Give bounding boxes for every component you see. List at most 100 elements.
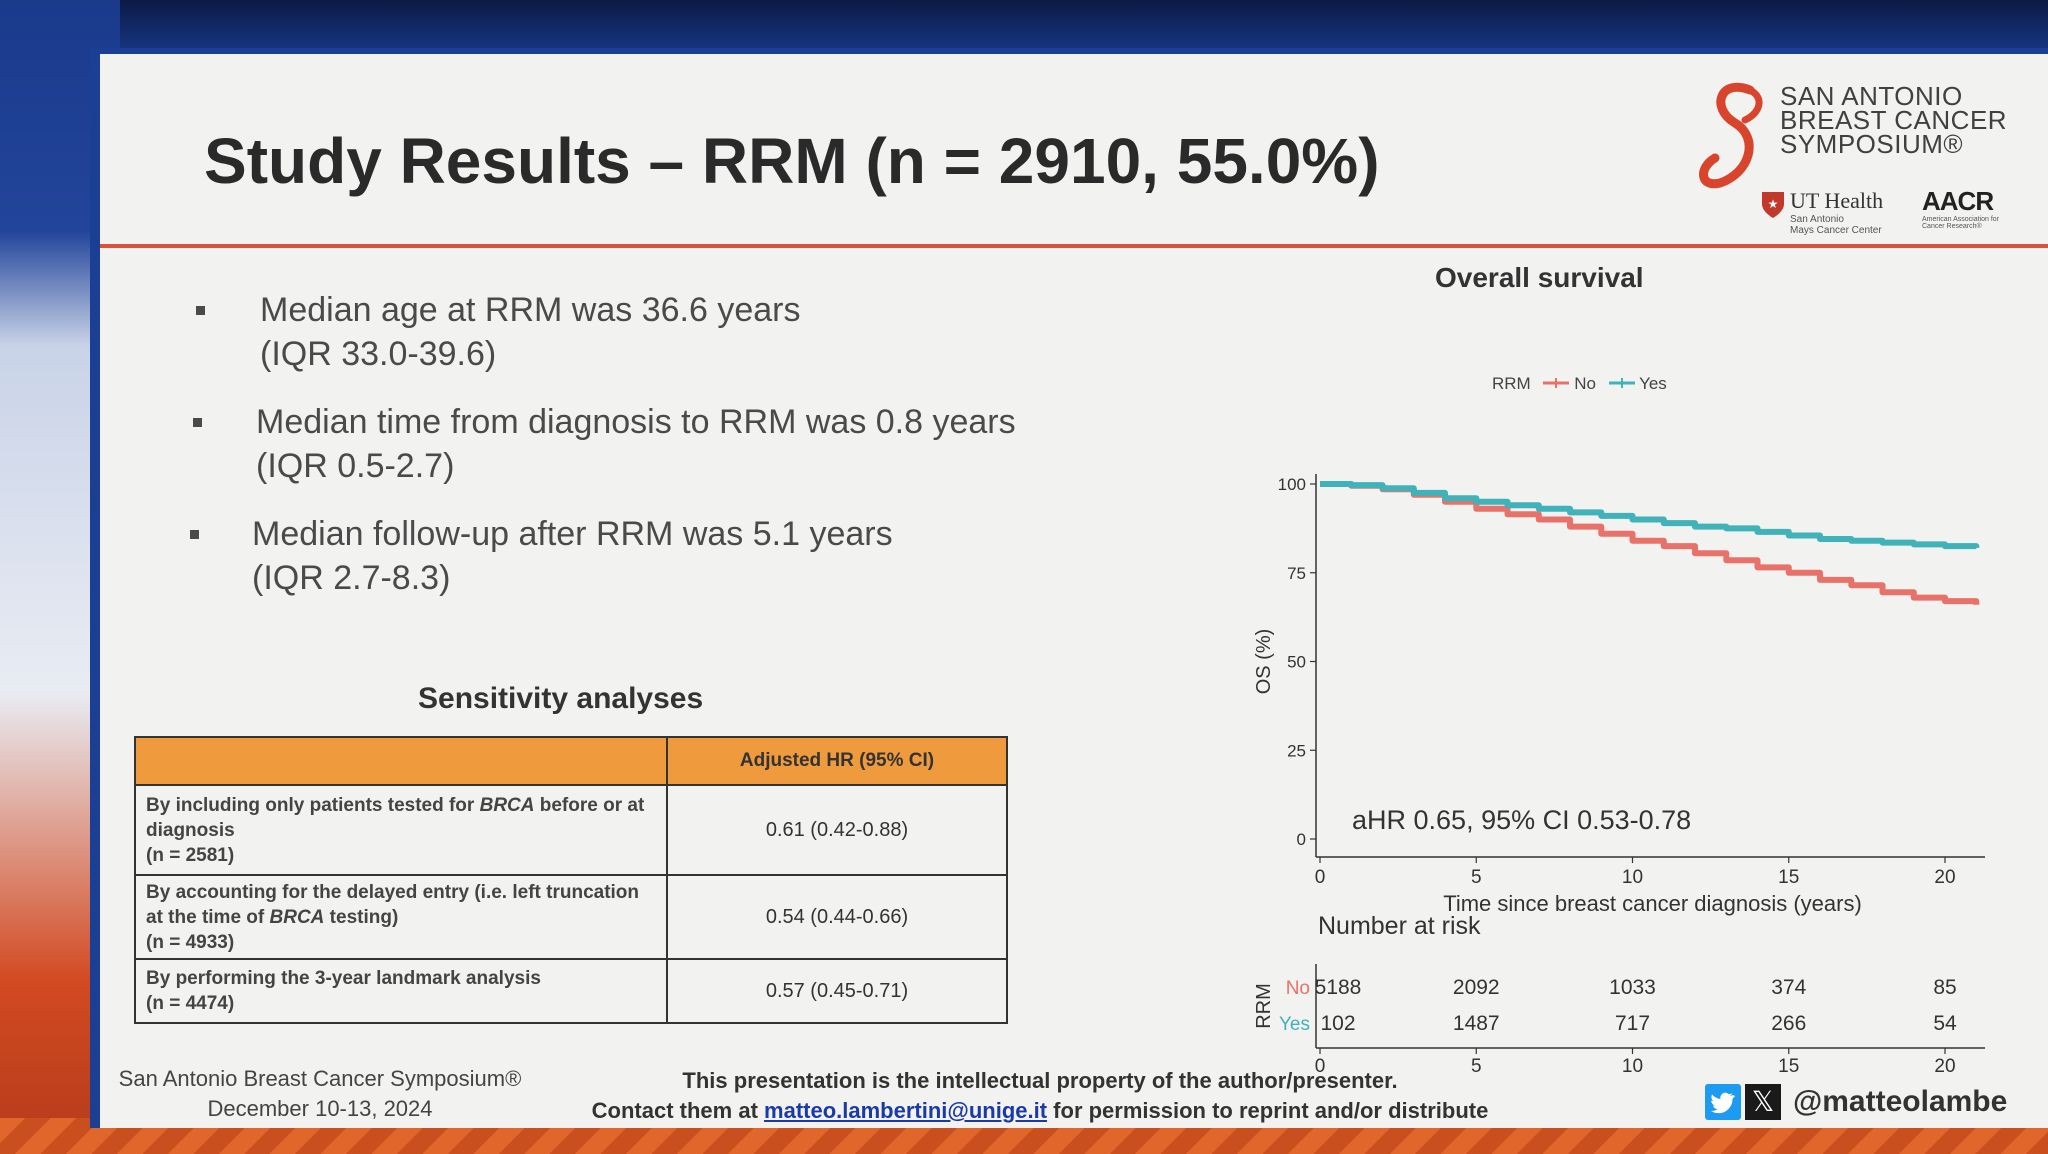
- x-tick-label: 0: [1315, 867, 1326, 888]
- twitter-bird-icon: [1705, 1084, 1741, 1120]
- risk-value: 717: [1615, 1012, 1650, 1035]
- desc-text: By accounting for the delayed entry (i.e…: [146, 881, 640, 928]
- table-header-empty: [134, 736, 668, 786]
- footer-conference-name: San Antonio Breast Cancer Symposium®: [118, 1066, 522, 1091]
- desc-text: By performing the 3-year landmark analys…: [146, 968, 541, 989]
- risk-x-tick-label: 0: [1315, 1056, 1326, 1074]
- legend-yes-label: Yes: [1639, 374, 1667, 393]
- footer-disclaimer-line1: This presentation is the intellectual pr…: [682, 1068, 1398, 1093]
- table-header-value: Adjusted HR (95% CI): [666, 736, 1008, 786]
- y-tick-label: 0: [1297, 830, 1306, 849]
- chart-legend: RRM No Yes: [1492, 374, 1675, 394]
- aacr-subtext: American Association for Cancer Research…: [1922, 216, 2000, 230]
- bullet-3-line2: (IQR 2.7-8.3): [252, 559, 451, 597]
- risk-table-title: Number at risk: [1318, 912, 1481, 940]
- x-tick-label: 5: [1471, 867, 1482, 888]
- sabcs-logo: SAN ANTONIO BREAST CANCER SYMPOSIUM® ★ U…: [1690, 78, 2030, 248]
- table-row: By performing the 3-year landmark analys…: [134, 958, 1008, 1024]
- sensitivity-title: Sensitivity analyses: [418, 682, 704, 715]
- footer-email-link[interactable]: matteo.lambertini@unige.it: [764, 1098, 1048, 1123]
- table-cell-value: 0.57 (0.45-0.71): [666, 958, 1008, 1024]
- risk-value: 2092: [1453, 976, 1500, 999]
- table-cell-description: By including only patients tested for BR…: [134, 784, 668, 876]
- bullet-marker: [193, 418, 202, 427]
- aacr-logo-text: AACR: [1922, 186, 1994, 216]
- table-cell-description: By accounting for the delayed entry (i.e…: [134, 874, 668, 960]
- table-header-row: Adjusted HR (95% CI): [134, 736, 1008, 786]
- table-cell-value: 0.54 (0.44-0.66): [666, 874, 1008, 960]
- ut-health-text: UT Health: [1790, 188, 1884, 213]
- bullet-3-line1: Median follow-up after RRM was 5.1 years: [252, 515, 893, 553]
- title-divider: [100, 244, 2048, 248]
- risk-value: 1487: [1453, 1012, 1500, 1035]
- risk-x-tick-label: 10: [1622, 1056, 1643, 1074]
- risk-x-tick-label: 5: [1471, 1056, 1482, 1074]
- risk-value: 102: [1320, 1012, 1355, 1035]
- risk-x-tick-label: 20: [1934, 1056, 1955, 1074]
- risk-value: 54: [1933, 1012, 1957, 1035]
- desc-italic: BRCA: [269, 906, 325, 928]
- x-tick-label: 10: [1622, 867, 1643, 888]
- table-row: By including only patients tested for BR…: [134, 784, 1008, 876]
- ut-health-subtext: San Antonio Mays Cancer Center: [1790, 214, 1882, 236]
- desc-italic: BRCA: [479, 794, 535, 816]
- y-tick-label: 100: [1278, 475, 1306, 494]
- y-axis-label: OS (%): [1253, 629, 1275, 695]
- risk-value: 5188: [1315, 976, 1362, 999]
- slide-title: Study Results – RRM (n = 2910, 55.0%): [204, 125, 1380, 197]
- table-cell-description: By performing the 3-year landmark analys…: [134, 958, 668, 1024]
- risk-row-label-yes: Yes: [1279, 1014, 1310, 1035]
- risk-x-tick-label: 15: [1778, 1056, 1799, 1074]
- legend-no-label: No: [1574, 374, 1596, 393]
- footer-conference: San Antonio Breast Cancer Symposium® Dec…: [70, 1064, 570, 1124]
- stage-background-top: [0, 0, 2048, 48]
- x-tick-label: 20: [1934, 867, 1955, 888]
- legend-title: RRM: [1492, 374, 1531, 393]
- desc-n: (n = 2581): [146, 844, 235, 866]
- y-tick-label: 25: [1287, 741, 1306, 760]
- bullet-1-line1: Median age at RRM was 36.6 years: [260, 291, 801, 329]
- bullet-marker: [190, 530, 199, 539]
- series-line-no: [1320, 481, 1980, 605]
- legend-no-swatch: [1543, 378, 1570, 388]
- table-cell-value: 0.61 (0.42-0.88): [666, 784, 1008, 876]
- series-line-yes: [1320, 481, 1980, 550]
- risk-table-strata-label: RRM: [1253, 983, 1275, 1029]
- legend-yes-swatch: [1608, 378, 1635, 388]
- bullet-2-line1: Median time from diagnosis to RRM was 0.…: [256, 403, 1016, 441]
- bullet-1-line2: (IQR 33.0-39.6): [260, 335, 497, 373]
- risk-row-label-no: No: [1286, 978, 1310, 999]
- desc-n: (n = 4933): [146, 931, 235, 953]
- risk-value: 1033: [1609, 976, 1656, 999]
- x-tick-label: 15: [1778, 867, 1799, 888]
- y-tick-label: 50: [1287, 653, 1306, 672]
- social-handles: 𝕏 @matteolambe: [1705, 1084, 2007, 1124]
- chart-title: Overall survival: [1435, 262, 1644, 293]
- svg-text:★: ★: [1768, 197, 1779, 211]
- ut-shield-icon: ★: [1762, 192, 1784, 218]
- desc-text: By including only patients tested for: [146, 794, 480, 816]
- bullet-3: Median follow-up after RRM was 5.1 years…: [252, 512, 893, 600]
- slide: Study Results – RRM (n = 2910, 55.0%) SA…: [90, 48, 2048, 1128]
- bullet-1: Median age at RRM was 36.6 years (IQR 33…: [260, 288, 800, 376]
- x-logo-icon: 𝕏: [1745, 1084, 1781, 1120]
- footer-contact-suffix: for permission to reprint and/or distrib…: [1047, 1098, 1489, 1123]
- speaker-handle: @matteolambe: [1793, 1085, 2008, 1118]
- sabcs-logo-text: SAN ANTONIO BREAST CANCER SYMPOSIUM®: [1780, 81, 2008, 159]
- risk-value: 85: [1933, 976, 1956, 999]
- footer-disclaimer: This presentation is the intellectual pr…: [590, 1066, 1490, 1126]
- desc-text: before or at diagnosis: [146, 794, 645, 841]
- chart-annotation: aHR 0.65, 95% CI 0.53-0.78: [1352, 805, 1691, 835]
- y-tick-label: 75: [1287, 564, 1306, 583]
- desc-text: testing): [324, 906, 399, 928]
- bullet-marker: [196, 306, 205, 315]
- table-row: By accounting for the delayed entry (i.e…: [134, 874, 1008, 960]
- risk-value: 266: [1771, 1012, 1806, 1035]
- risk-value: 374: [1771, 976, 1806, 999]
- footer-conference-dates: December 10-13, 2024: [207, 1096, 433, 1121]
- bullet-2: Median time from diagnosis to RRM was 0.…: [256, 400, 1016, 488]
- desc-n: (n = 4474): [146, 993, 235, 1014]
- sensitivity-table: Adjusted HR (95% CI) By including only p…: [134, 736, 1008, 1024]
- bullet-2-line2: (IQR 0.5-2.7): [256, 447, 455, 485]
- sabcs-ribbon-icon: [1699, 82, 1763, 189]
